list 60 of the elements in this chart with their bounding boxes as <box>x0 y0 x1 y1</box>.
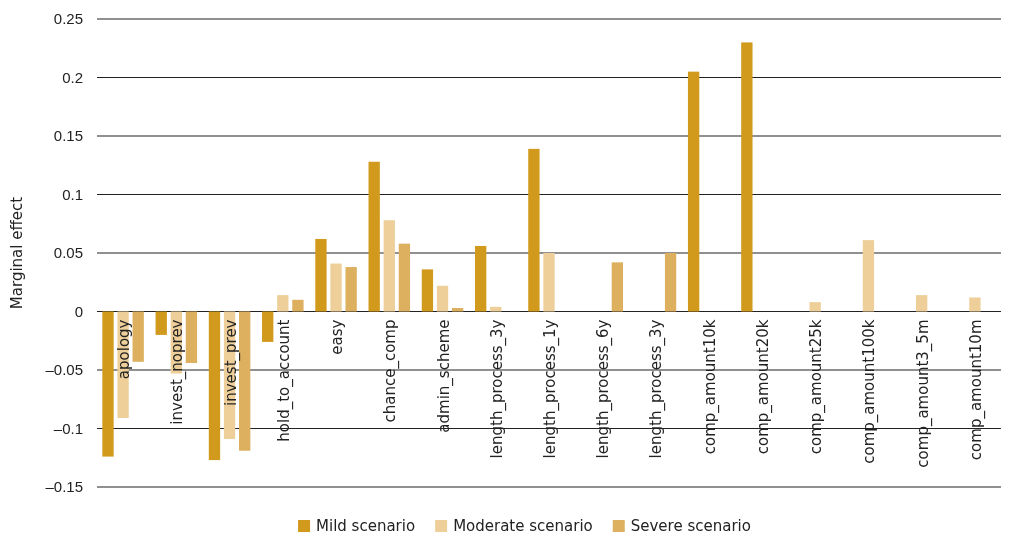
bar <box>155 311 167 335</box>
bar <box>185 311 198 363</box>
bar <box>451 307 464 312</box>
x-tick-label: length_process_3y <box>647 319 667 459</box>
legend-label: Moderate scenario <box>453 517 593 535</box>
bar <box>862 240 875 312</box>
bar <box>383 220 395 312</box>
x-tick-label: chance_comp <box>381 319 401 423</box>
bar <box>368 161 380 312</box>
x-tick-label: hold_to_account <box>274 319 294 442</box>
x-tick-label: length_process_6y <box>594 319 614 459</box>
bar <box>239 311 251 451</box>
bar <box>475 245 487 312</box>
bar <box>398 243 411 312</box>
y-tick-label: –0.1 <box>53 419 83 437</box>
y-tick-label: 0 <box>74 302 83 320</box>
bar <box>436 285 449 312</box>
bar <box>330 263 342 312</box>
legend-label: Mild scenario <box>316 517 416 535</box>
bar <box>262 311 274 342</box>
x-tick-label: length_process_1y <box>541 319 560 459</box>
x-tick-label: comp_amount25k <box>807 319 827 455</box>
x-tick-label: comp_amount20k <box>753 319 773 455</box>
bar <box>421 269 434 312</box>
y-tick-label: 0.2 <box>62 68 83 86</box>
bar <box>969 297 981 312</box>
bar <box>916 295 928 312</box>
y-axis-title: Marginal effect <box>8 196 26 310</box>
x-tick-label: admin_scheme <box>434 319 454 433</box>
bar <box>490 306 502 312</box>
legend-label: Severe scenario <box>630 517 751 535</box>
y-tick-label: 0.25 <box>53 10 83 28</box>
x-tick-label: invest_prev <box>221 319 241 406</box>
bar <box>528 148 540 312</box>
bar <box>687 71 700 312</box>
x-tick-label: comp_amount3_5m <box>913 319 933 468</box>
bar <box>543 253 555 312</box>
y-tick-label: –0.05 <box>45 361 83 379</box>
x-tick-label: apology <box>115 319 134 380</box>
x-tick-label: length_process_3y <box>487 319 507 459</box>
bar <box>611 262 623 312</box>
x-tick-label: comp_amount100k <box>860 319 880 464</box>
y-tick-label: 0.15 <box>53 127 83 145</box>
x-tick-label: comp_amount10m <box>966 319 986 461</box>
bar <box>102 311 114 457</box>
bar <box>292 299 304 312</box>
bar <box>345 267 357 312</box>
x-tick-label: invest_noprev <box>168 319 188 425</box>
x-tick-label: easy <box>328 319 347 355</box>
bar <box>741 42 753 312</box>
bar <box>809 302 821 312</box>
y-tick-label: 0.1 <box>62 185 83 203</box>
x-tick-label: comp_amount10k <box>700 319 720 455</box>
bar <box>132 311 144 362</box>
y-tick-label: –0.15 <box>45 478 83 496</box>
bar <box>315 238 327 312</box>
bar <box>208 311 221 461</box>
y-tick-label: 0.05 <box>53 244 83 262</box>
bar <box>277 295 289 312</box>
bar <box>664 253 677 312</box>
